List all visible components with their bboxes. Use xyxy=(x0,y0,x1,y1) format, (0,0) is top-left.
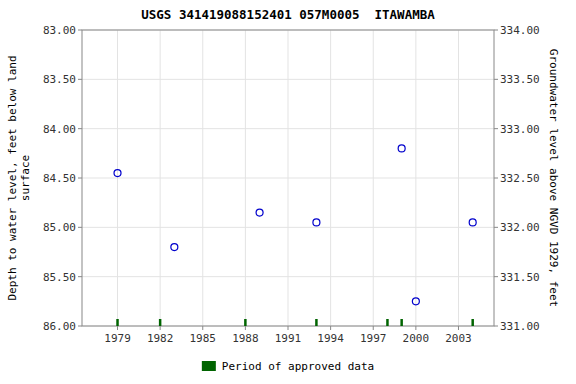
title: USGS 341419088152401 057M0005 ITAWAMBA xyxy=(141,7,435,22)
x-tick-label: 1988 xyxy=(232,332,259,345)
y-tick-label: 84.00 xyxy=(43,123,76,136)
x-tick-label: 1985 xyxy=(190,332,217,345)
y2-tick xyxy=(494,276,498,277)
x-tick-label: 1994 xyxy=(317,332,344,345)
y2-tick-label: 333.00 xyxy=(500,123,540,136)
x-tick xyxy=(160,326,161,330)
x-tick xyxy=(415,326,416,330)
x-tick xyxy=(245,326,246,330)
y-axis-label-line: surface xyxy=(19,155,32,201)
data-point xyxy=(171,244,178,251)
y2-tick xyxy=(494,227,498,228)
y-grid-line xyxy=(82,276,494,277)
x-tick-label: 2000 xyxy=(403,332,430,345)
approved-period-tick xyxy=(400,319,403,326)
x-tick xyxy=(117,326,118,330)
y-grid-line xyxy=(82,227,494,228)
data-point xyxy=(412,298,419,305)
x-tick-label: 2003 xyxy=(445,332,472,345)
chart: 1979 1982 1985 1988 1991 1994 1997 2000 2003 83.0… xyxy=(0,0,576,384)
approved-period-tick xyxy=(386,319,389,326)
y2-tick xyxy=(494,178,498,179)
y-tick-label: 84.50 xyxy=(43,172,76,185)
y-tick-label: 85.50 xyxy=(43,271,76,284)
x-tick-label: 1997 xyxy=(360,332,387,345)
y-axis-label: Depth to water level, feet below landsur… xyxy=(6,55,32,300)
y-tick xyxy=(78,326,82,327)
y-tick-label: 83.50 xyxy=(43,73,76,86)
x-tick xyxy=(373,326,374,330)
approved-period-tick xyxy=(116,319,119,326)
y-tick xyxy=(78,178,82,179)
approved-period-tick xyxy=(471,319,474,326)
y-tick xyxy=(78,79,82,80)
background xyxy=(0,0,576,384)
axes: 1979 1982 1985 1988 1991 1994 1997 2000 2003 83.0… xyxy=(43,24,540,345)
y-axis-label-line: Depth to water level, feet below land xyxy=(6,55,19,300)
y-tick xyxy=(78,30,82,31)
data-point xyxy=(398,145,405,152)
approved-period-tick xyxy=(315,319,318,326)
data-point xyxy=(469,219,476,226)
x-tick xyxy=(330,326,331,330)
y2-tick-label: 333.50 xyxy=(500,73,540,86)
y-grid-line xyxy=(82,128,494,129)
y-tick xyxy=(78,128,82,129)
y-tick-label: 83.00 xyxy=(43,24,76,37)
y-grid-line xyxy=(82,79,494,80)
data xyxy=(114,145,476,326)
y2-tick xyxy=(494,326,498,327)
data-point xyxy=(313,219,320,226)
x-tick xyxy=(202,326,203,330)
approved-period-tick xyxy=(244,319,247,326)
y2-tick-label: 332.00 xyxy=(500,221,540,234)
y-tick-label: 85.00 xyxy=(43,221,76,234)
x-tick-label: 1982 xyxy=(147,332,174,345)
legend: Period of approved data xyxy=(202,360,374,373)
y-tick xyxy=(78,276,82,277)
plot-frame xyxy=(82,30,494,326)
approved-period-tick xyxy=(159,319,162,326)
y2-axis-label: Groundwater level above NGVD 1929, feet xyxy=(547,49,560,307)
grid xyxy=(82,30,494,326)
x-tick xyxy=(288,326,289,330)
legend-swatch xyxy=(202,361,216,371)
y2-tick-label: 331.00 xyxy=(500,320,540,333)
data-point xyxy=(114,170,121,177)
y-grid-line xyxy=(82,178,494,179)
y-tick xyxy=(78,227,82,228)
y2-tick-label: 334.00 xyxy=(500,24,540,37)
y-tick-label: 86.00 xyxy=(43,320,76,333)
y2-tick xyxy=(494,30,498,31)
x-tick-label: 1979 xyxy=(104,332,131,345)
legend-label: Period of approved data xyxy=(222,360,374,373)
data-point xyxy=(256,209,263,216)
y2-tick-label: 332.50 xyxy=(500,172,540,185)
y2-tick-label: 331.50 xyxy=(500,271,540,284)
y2-tick xyxy=(494,79,498,80)
x-tick xyxy=(458,326,459,330)
y2-tick xyxy=(494,128,498,129)
x-tick-label: 1991 xyxy=(275,332,302,345)
